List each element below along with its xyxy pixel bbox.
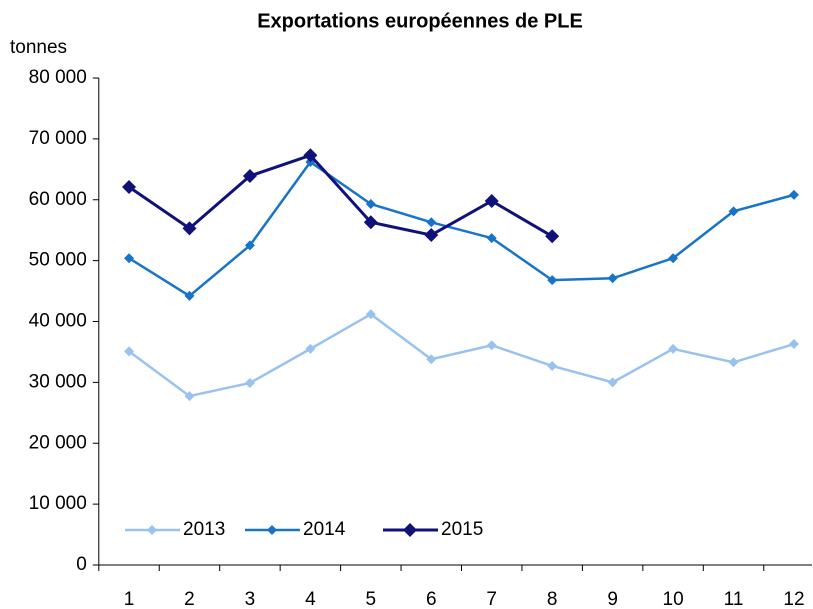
marker [668, 253, 679, 264]
marker [365, 199, 376, 210]
series-line [128, 160, 795, 298]
marker [788, 189, 799, 200]
y-tick-label: 10 000 [29, 493, 87, 514]
y-tick-label: 60 000 [29, 189, 87, 210]
marker [547, 275, 558, 286]
marker [363, 215, 378, 230]
marker [486, 233, 497, 244]
legend-label: 2013 [183, 519, 225, 540]
marker [426, 217, 437, 228]
x-tick-label: 8 [547, 589, 558, 609]
marker [244, 240, 255, 251]
x-tick-label: 10 [663, 589, 684, 609]
marker [244, 377, 255, 388]
marker [182, 221, 197, 236]
marker [668, 343, 679, 354]
marker [303, 148, 318, 163]
x-tick-label: 4 [305, 589, 316, 609]
y-tick-label: 0 [76, 554, 87, 575]
marker [545, 229, 560, 244]
marker [122, 179, 137, 194]
x-tick-label: 2 [184, 589, 195, 609]
x-tick-label: 11 [724, 589, 744, 609]
x-tick-label: 3 [245, 589, 256, 609]
marker [607, 273, 618, 284]
marker [484, 193, 499, 208]
legend-marker [267, 525, 277, 535]
legend-label: 2015 [441, 519, 483, 540]
y-tick-label: 50 000 [29, 250, 87, 271]
x-tick-label: 9 [607, 589, 618, 609]
marker [426, 354, 437, 365]
legend-marker [403, 523, 417, 537]
marker [607, 377, 618, 388]
marker [728, 206, 739, 217]
marker [124, 346, 135, 357]
series-line [128, 312, 795, 398]
x-tick-label: 1 [124, 589, 135, 609]
marker [486, 340, 497, 351]
marker [547, 360, 558, 371]
x-tick-label: 7 [486, 589, 497, 609]
y-tick-label: 80 000 [29, 67, 87, 88]
marker [124, 253, 135, 264]
legend-marker [147, 525, 157, 535]
y-tick-label: 40 000 [29, 311, 87, 332]
marker [305, 343, 316, 354]
x-tick-label: 5 [366, 589, 377, 609]
legend-label: 2014 [303, 519, 346, 540]
y-tick-label: 70 000 [29, 128, 87, 149]
marker [184, 290, 195, 301]
marker [424, 228, 439, 243]
y-axis-label: tonnes [10, 37, 67, 58]
y-tick-label: 20 000 [29, 432, 87, 453]
x-tick-label: 12 [783, 589, 804, 609]
marker [365, 309, 376, 320]
marker [184, 391, 195, 402]
x-tick-label: 6 [426, 589, 437, 609]
chart-title: Exportations européennes de PLE [257, 10, 583, 32]
marker [788, 339, 799, 350]
series-line [128, 153, 553, 238]
marker [242, 169, 257, 184]
marker [728, 357, 739, 368]
y-tick-label: 30 000 [29, 371, 87, 392]
